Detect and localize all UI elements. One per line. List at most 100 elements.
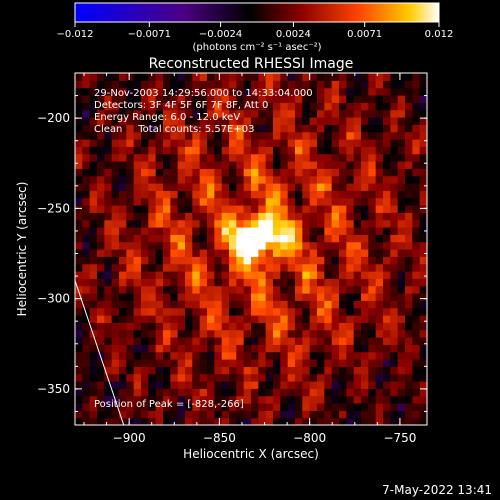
heatmap-cell [324,344,333,353]
heatmap-cell [295,205,303,213]
heatmap-cell [97,300,105,309]
heatmap-cell [111,293,120,301]
heatmap-cell [324,366,333,375]
heatmap-cell [412,366,421,375]
heatmap-cell [141,315,149,323]
heatmap-cell [119,190,127,199]
heatmap-cell [229,307,237,316]
heatmap-cell [419,197,427,206]
heatmap-cell [148,329,157,338]
heatmap-cell [368,300,377,309]
heatmap-cell [405,124,413,133]
heatmap-cell [177,307,186,316]
heatmap-cell [324,109,333,118]
heatmap-cell [192,175,201,184]
heatmap-cell [148,197,157,206]
heatmap-cell [317,359,325,367]
heatmap-cell [155,190,164,199]
heatmap-cell [419,124,427,133]
heatmap-cell [265,307,274,316]
heatmap-cell [331,227,340,235]
heatmap-cell [177,175,186,184]
heatmap-cell [412,168,421,177]
heatmap-cell [397,87,406,96]
heatmap-cell [177,117,186,125]
heatmap-cell [89,168,98,177]
heatmap-cell [221,403,230,411]
heatmap-cell [75,87,83,96]
heatmap-cell [302,146,311,155]
heatmap-cell [243,205,252,213]
heatmap-cell [192,190,201,199]
heatmap-cell [265,359,274,367]
heatmap-cell [126,183,135,191]
heatmap-cell [251,263,259,272]
heatmap-cell [236,87,245,96]
heatmap-cell [265,249,274,257]
heatmap-cell [236,183,245,191]
heatmap-cell [339,337,347,345]
heatmap-cell [111,366,120,375]
heatmap-cell [412,410,421,419]
heatmap-cell [419,249,427,257]
heatmap-cell [375,190,384,199]
heatmap-cell [75,124,83,133]
heatmap-cell [133,102,142,111]
heatmap-cell [221,395,230,404]
heatmap-cell [331,285,340,294]
heatmap-cell [111,417,120,425]
heatmap-cell [126,271,135,279]
heatmap-cell [214,359,223,367]
heatmap-cell [397,307,406,316]
heatmap-cell [170,417,179,425]
heatmap-cell [126,403,135,411]
heatmap-cell [82,300,91,309]
heatmap-cell [383,102,391,111]
heatmap-cell [295,190,303,199]
heatmap-cell [177,403,186,411]
heatmap-cell [185,183,193,191]
heatmap-cell [295,263,303,272]
heatmap-cell [339,102,347,111]
heatmap-cell [258,381,267,389]
heatmap-cell [309,117,318,125]
heatmap-cell [236,249,245,257]
heatmap-cell [141,73,149,81]
heatmap-cell [258,190,267,199]
heatmap-cell [214,249,223,257]
heatmap-cell [346,102,355,111]
heatmap-cell [104,73,113,81]
heatmap-cell [214,197,223,206]
heatmap-cell [383,146,391,155]
heatmap-cell [331,351,340,360]
heatmap-cell [207,161,215,169]
heatmap-cell [236,395,245,404]
heatmap-cell [375,278,384,287]
heatmap-cell [295,212,303,221]
heatmap-cell [214,73,223,81]
heatmap-cell [207,234,215,243]
heatmap-cell [133,278,142,287]
heatmap-cell [155,307,164,316]
heatmap-cell [82,102,91,111]
heatmap-cell [317,337,325,345]
heatmap-cell [280,322,289,331]
heatmap-cell [324,175,333,184]
heatmap-cell [287,197,296,206]
heatmap-cell [397,395,406,404]
heatmap-cell [170,263,179,272]
heatmap-cell [309,102,318,111]
heatmap-cell [141,117,149,125]
heatmap-cell [163,146,171,155]
heatmap-cell [287,337,296,345]
heatmap-cell [97,403,105,411]
heatmap-cell [258,344,267,353]
heatmap-cell [375,359,384,367]
heatmap-cell [229,322,237,331]
heatmap-cell [243,307,252,316]
heatmap-cell [390,95,399,103]
heatmap-cell [251,87,259,96]
heatmap-cell [75,117,83,125]
heatmap-cell [317,278,325,287]
heatmap-cell [119,117,127,125]
